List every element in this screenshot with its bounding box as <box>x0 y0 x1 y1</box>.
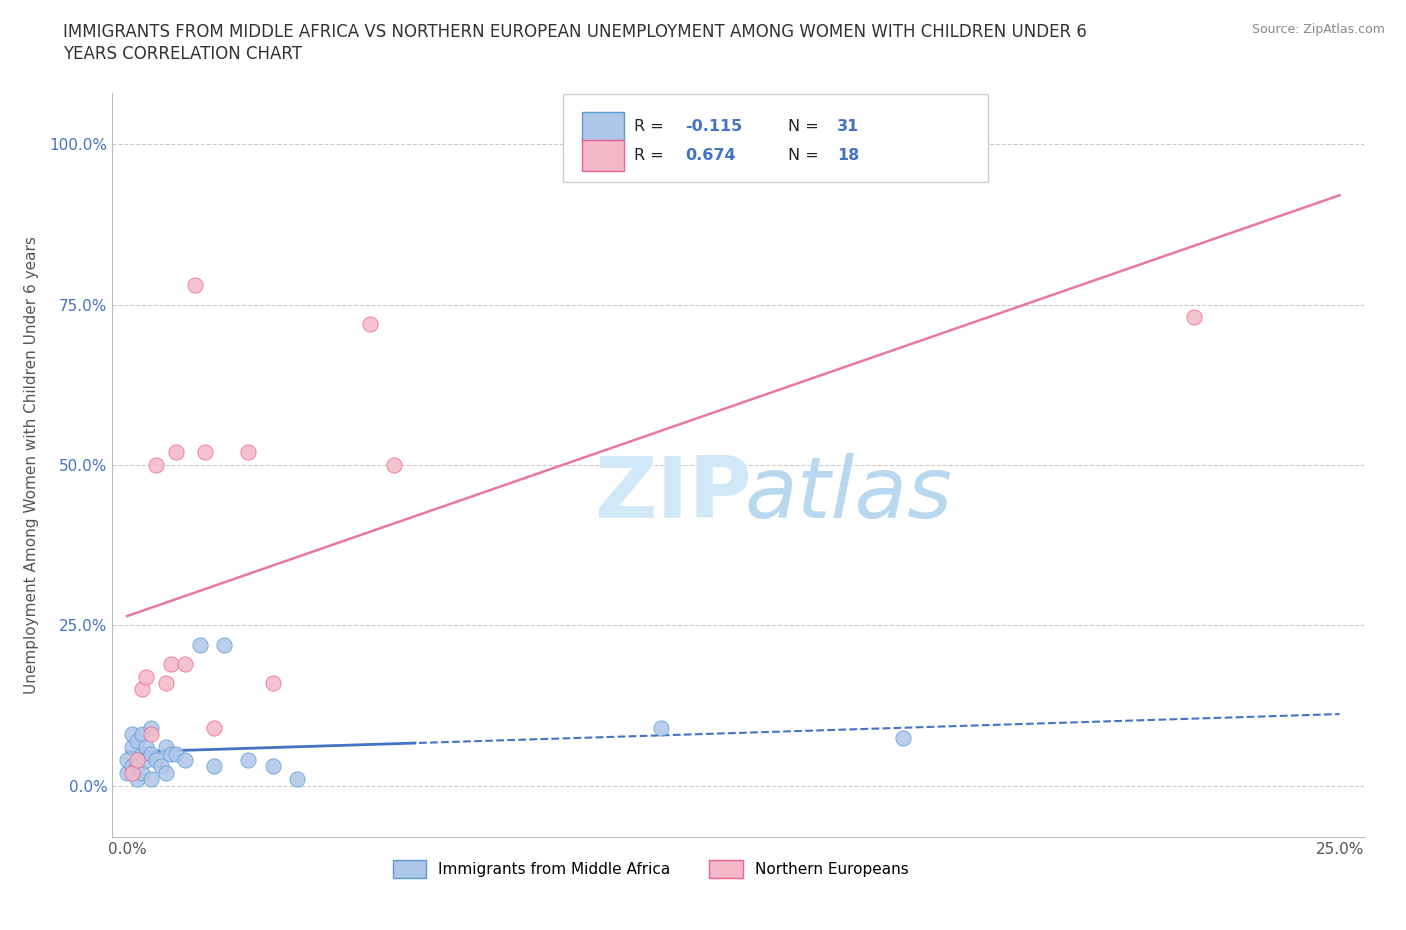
Point <box>145 752 167 767</box>
Point <box>359 316 381 331</box>
Text: ZIP: ZIP <box>595 453 752 537</box>
Point <box>155 675 177 690</box>
Text: N =: N = <box>789 119 824 134</box>
Point <box>212 637 235 652</box>
FancyBboxPatch shape <box>582 140 624 171</box>
Point <box>174 657 197 671</box>
Text: IMMIGRANTS FROM MIDDLE AFRICA VS NORTHERN EUROPEAN UNEMPLOYMENT AMONG WOMEN WITH: IMMIGRANTS FROM MIDDLE AFRICA VS NORTHER… <box>63 23 1087 41</box>
Point <box>165 746 187 761</box>
Legend: Immigrants from Middle Africa, Northern Europeans: Immigrants from Middle Africa, Northern … <box>385 852 917 885</box>
Point <box>174 752 197 767</box>
Point <box>121 727 143 742</box>
Text: N =: N = <box>789 148 824 163</box>
Point <box>285 772 308 787</box>
Point <box>121 765 143 780</box>
Point <box>121 759 143 774</box>
Y-axis label: Unemployment Among Women with Children Under 6 years: Unemployment Among Women with Children U… <box>24 236 38 694</box>
Point <box>141 772 163 787</box>
Point <box>131 682 153 697</box>
Text: R =: R = <box>634 119 669 134</box>
Point <box>194 445 217 459</box>
Point <box>650 721 672 736</box>
Point <box>135 752 157 767</box>
Point <box>238 752 260 767</box>
Point <box>382 458 405 472</box>
Point <box>141 727 163 742</box>
Point <box>125 772 148 787</box>
Point <box>262 759 284 774</box>
Text: -0.115: -0.115 <box>686 119 742 134</box>
Point <box>238 445 260 459</box>
FancyBboxPatch shape <box>562 95 988 182</box>
Text: 31: 31 <box>837 119 859 134</box>
Point <box>121 739 143 754</box>
Point <box>149 759 172 774</box>
Text: 18: 18 <box>837 148 859 163</box>
Point <box>155 739 177 754</box>
Point <box>131 746 153 761</box>
Text: atlas: atlas <box>744 453 952 537</box>
Point <box>135 670 157 684</box>
Point <box>141 721 163 736</box>
Point <box>115 765 138 780</box>
Point <box>202 721 225 736</box>
Text: 0.674: 0.674 <box>686 148 737 163</box>
Text: YEARS CORRELATION CHART: YEARS CORRELATION CHART <box>63 45 302 62</box>
Point <box>202 759 225 774</box>
Point <box>155 765 177 780</box>
Point <box>131 727 153 742</box>
Point <box>165 445 187 459</box>
Text: R =: R = <box>634 148 669 163</box>
FancyBboxPatch shape <box>582 112 624 143</box>
Point <box>1182 310 1205 325</box>
Point <box>131 765 153 780</box>
Point <box>184 278 207 293</box>
Point <box>125 734 148 749</box>
Point <box>115 752 138 767</box>
Point <box>891 730 914 745</box>
Point <box>262 675 284 690</box>
Point <box>145 458 167 472</box>
Point <box>141 746 163 761</box>
Point <box>135 739 157 754</box>
Point <box>125 752 148 767</box>
Point <box>159 746 181 761</box>
Point <box>125 759 148 774</box>
Text: Source: ZipAtlas.com: Source: ZipAtlas.com <box>1251 23 1385 36</box>
Point <box>188 637 211 652</box>
Point <box>159 657 181 671</box>
